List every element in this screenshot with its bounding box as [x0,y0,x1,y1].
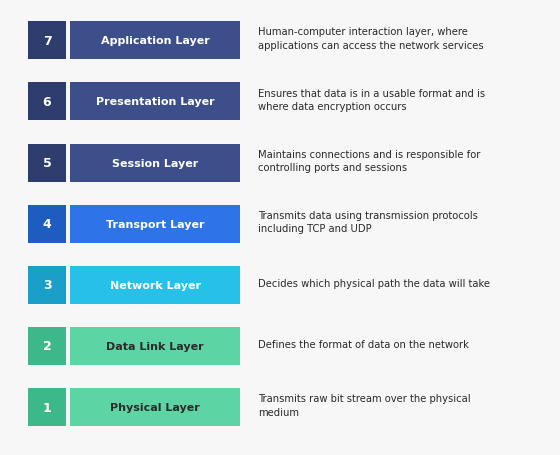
Text: 5: 5 [43,157,52,170]
FancyBboxPatch shape [70,83,240,121]
Text: Human-computer interaction layer, where
applications can access the network serv: Human-computer interaction layer, where … [258,27,484,51]
Text: Application Layer: Application Layer [101,36,209,46]
FancyBboxPatch shape [28,266,66,304]
FancyBboxPatch shape [70,205,240,243]
FancyBboxPatch shape [70,22,240,60]
Text: 2: 2 [43,340,52,353]
Text: Transmits data using transmission protocols
including TCP and UDP: Transmits data using transmission protoc… [258,210,478,234]
Text: Ensures that data is in a usable format and is
where data encryption occurs: Ensures that data is in a usable format … [258,88,485,112]
Text: Network Layer: Network Layer [110,280,200,290]
FancyBboxPatch shape [28,83,66,121]
Text: Physical Layer: Physical Layer [110,402,200,412]
FancyBboxPatch shape [70,327,240,365]
Text: 4: 4 [43,217,52,231]
Text: Defines the format of data on the network: Defines the format of data on the networ… [258,339,469,349]
FancyBboxPatch shape [70,144,240,182]
FancyBboxPatch shape [28,22,66,60]
Text: Data Link Layer: Data Link Layer [106,341,204,351]
Text: 7: 7 [43,35,52,48]
FancyBboxPatch shape [28,327,66,365]
Text: 3: 3 [43,279,52,292]
Text: Transport Layer: Transport Layer [106,219,204,229]
Text: Decides which physical path the data will take: Decides which physical path the data wil… [258,278,490,288]
Text: 6: 6 [43,96,52,109]
Text: Session Layer: Session Layer [112,158,198,168]
FancyBboxPatch shape [28,144,66,182]
Text: 1: 1 [43,401,52,414]
FancyBboxPatch shape [28,205,66,243]
FancyBboxPatch shape [70,388,240,426]
Text: Presentation Layer: Presentation Layer [96,97,214,107]
FancyBboxPatch shape [28,388,66,426]
Text: Transmits raw bit stream over the physical
medium: Transmits raw bit stream over the physic… [258,394,470,417]
FancyBboxPatch shape [70,266,240,304]
Text: Maintains connections and is responsible for
controlling ports and sessions: Maintains connections and is responsible… [258,149,480,173]
